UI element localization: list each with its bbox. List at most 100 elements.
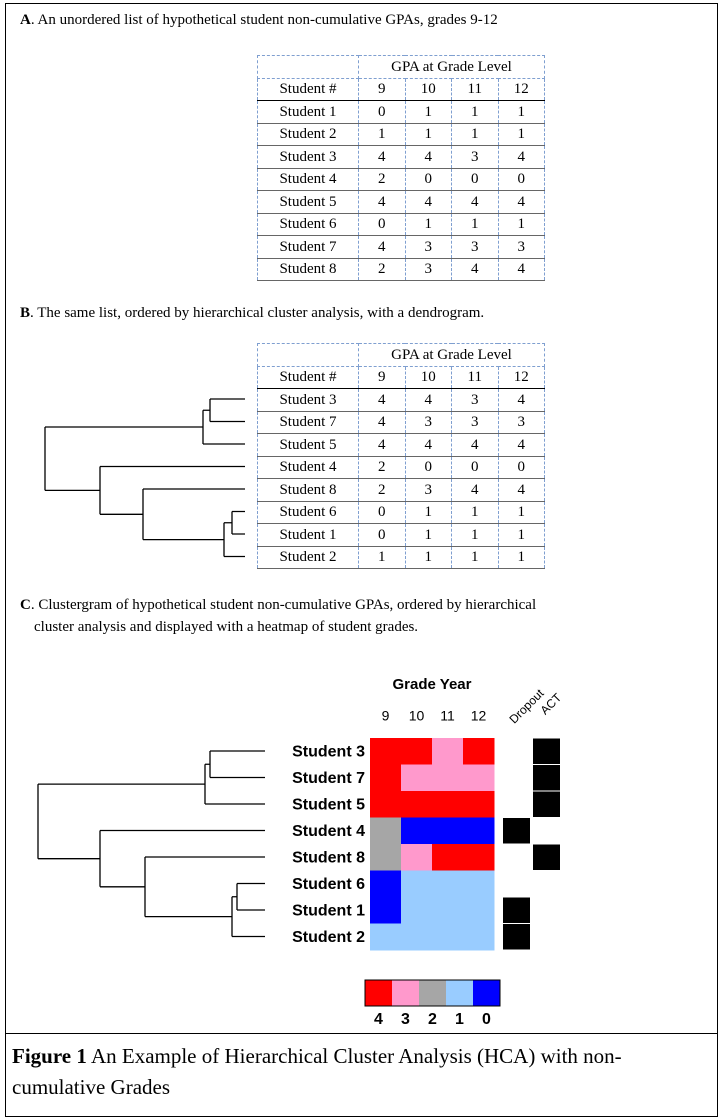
table: GPA at Grade Level Student #9 10 11 12 Studen… [257, 343, 545, 569]
heatmap-cell [432, 791, 464, 818]
row-label: Student 4 [292, 823, 365, 840]
row-label: Student 2 [257, 122, 359, 146]
heatmap-cell [370, 923, 402, 951]
column-header: 10 [404, 77, 452, 101]
heatmap-cell [401, 844, 433, 871]
cell: 4 [497, 388, 545, 412]
act-cell [533, 844, 560, 870]
cell: 4 [497, 190, 545, 214]
legend-label: 4 [374, 1011, 383, 1028]
cell: 0 [497, 455, 545, 479]
legend-swatch [419, 980, 446, 1006]
header-cell: GPA at Grade Level [358, 343, 545, 367]
cell: 4 [497, 257, 545, 281]
row-label: Student 4 [257, 167, 359, 191]
row-label: Student 5 [292, 796, 365, 813]
column-row: Student #9 10 11 12 [257, 77, 545, 101]
row-label: Student 2 [292, 929, 365, 946]
row-label: Student 8 [257, 257, 359, 281]
section-b-title: B. The same list, ordered by hierarchica… [20, 305, 484, 322]
heatmap-cell [370, 738, 402, 765]
header-cell: GPA at Grade Level [358, 55, 545, 79]
legend-label: 0 [482, 1011, 491, 1028]
legend-swatch [365, 980, 392, 1006]
cell: 1 [497, 122, 545, 146]
cell: 1 [451, 122, 499, 146]
section-text: . Clustergram of hypothetical student no… [30, 597, 537, 613]
table: GPA at Grade Level Student #9 10 11 12 Studen… [257, 55, 545, 281]
cell: 2 [358, 257, 406, 281]
column-label: 9 [382, 708, 390, 724]
legend-swatch [446, 980, 473, 1006]
row-label: Student 3 [292, 743, 365, 760]
section-label: B [20, 305, 31, 321]
heatmap-cell [432, 897, 464, 924]
column-label: 10 [409, 708, 425, 724]
heatmap-header: Grade Year [393, 676, 472, 693]
heatmap-cell [463, 870, 495, 898]
dropout-cell [503, 818, 530, 844]
legend-frame [364, 979, 501, 1007]
heatmap-cell [370, 844, 402, 871]
caption-rule [5, 1033, 718, 1034]
header-row: GPA at Grade Level [257, 55, 545, 79]
row-label: Student 7 [292, 770, 365, 787]
section-text: . An unordered list of hypothetical stud… [30, 12, 498, 28]
column-header: 12 [497, 77, 545, 101]
dropout-cell [503, 739, 530, 765]
legend-label: 1 [455, 1011, 464, 1028]
heatmap-cell [463, 844, 495, 871]
cell: 1 [497, 212, 545, 236]
caption-label: Figure 1 [12, 1044, 87, 1068]
caption-text: An Example of Hierarchical Cluster Analy… [12, 1044, 622, 1099]
column-label: 12 [471, 708, 487, 724]
row-label: Student 5 [257, 433, 359, 457]
cell: 4 [404, 145, 452, 169]
legend-swatch [473, 980, 500, 1006]
act-cell [533, 871, 560, 897]
heatmap-cell [432, 844, 464, 871]
legend-label: 2 [428, 1011, 437, 1028]
cell: 0 [497, 167, 545, 191]
cell: 3 [404, 257, 452, 281]
heatmap-cell [370, 791, 402, 818]
heatmap-cell [370, 817, 402, 845]
cell: 4 [358, 145, 406, 169]
table-b: GPA at Grade Level Student #9 10 11 12 Studen… [257, 343, 545, 569]
section-c-title: C. Clustergram of hypothetical student n… [20, 594, 536, 638]
column-label: 11 [440, 708, 455, 724]
heatmap-cell [401, 897, 433, 924]
row-label: Student 1 [257, 100, 359, 124]
act-cell [533, 818, 560, 844]
heatmap-cell [401, 817, 433, 845]
heatmap-cell [401, 738, 433, 765]
heatmap-cell [463, 791, 495, 818]
row-label: Student 5 [257, 190, 359, 214]
legend-label: 3 [401, 1011, 410, 1028]
row-label: Student 6 [292, 876, 365, 893]
dendrogram-b [44, 398, 245, 558]
row-label: Student 2 [257, 545, 359, 569]
row-label: Student 6 [257, 212, 359, 236]
heatmap-cell [432, 817, 464, 845]
heatmap-cell [401, 923, 433, 951]
dropout-cell [503, 765, 530, 791]
heatmap-cell [432, 870, 464, 898]
dropout-cell [503, 845, 530, 871]
column-header: Student # [257, 77, 359, 101]
heatmap-cell [432, 923, 464, 951]
heatmap-cell [401, 791, 433, 818]
act-cell [533, 738, 560, 764]
dropout-cell [503, 924, 530, 950]
